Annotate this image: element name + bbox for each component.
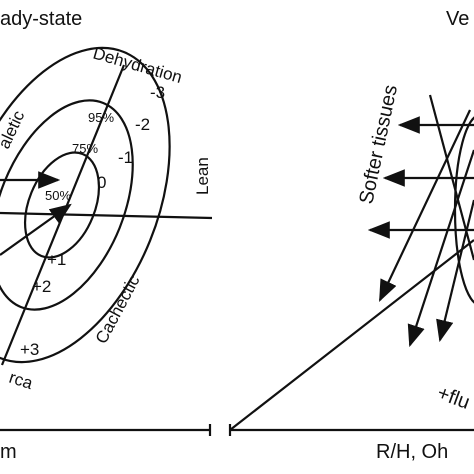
percentile: 95% bbox=[88, 110, 114, 125]
line bbox=[428, 94, 474, 261]
tolerance-ellipses bbox=[0, 46, 171, 364]
arrow bbox=[407, 149, 474, 348]
tick: +3 bbox=[20, 340, 39, 359]
x-axis-label: m bbox=[0, 441, 17, 463]
arrow-label: +flu bbox=[434, 382, 472, 414]
percentile: 50% bbox=[45, 188, 71, 203]
arrow bbox=[436, 199, 474, 343]
quadrant-label: rca bbox=[7, 368, 36, 394]
left-title: ady-state bbox=[0, 8, 82, 30]
right-title: Ve bbox=[446, 8, 469, 30]
ellipse-50 bbox=[24, 151, 100, 259]
x-axis-label: R/H, Oh bbox=[376, 441, 448, 463]
tick: +1 bbox=[47, 250, 66, 269]
ellipse-95 bbox=[0, 46, 171, 364]
axis-label: Dehydration bbox=[91, 44, 184, 88]
tick: -2 bbox=[135, 115, 150, 134]
tick: -1 bbox=[118, 148, 133, 167]
tick: -3 bbox=[150, 83, 165, 102]
minor-axis bbox=[0, 211, 213, 220]
vector bbox=[0, 203, 72, 256]
percentile: 75% bbox=[72, 141, 98, 156]
annotation: Softer tissues bbox=[355, 83, 402, 206]
quadrant-label: Lean bbox=[193, 157, 212, 195]
quadrant-label: Cachectic bbox=[92, 272, 144, 347]
arrow bbox=[379, 109, 471, 302]
tick: +2 bbox=[32, 277, 51, 296]
tick: 0 bbox=[97, 173, 106, 192]
